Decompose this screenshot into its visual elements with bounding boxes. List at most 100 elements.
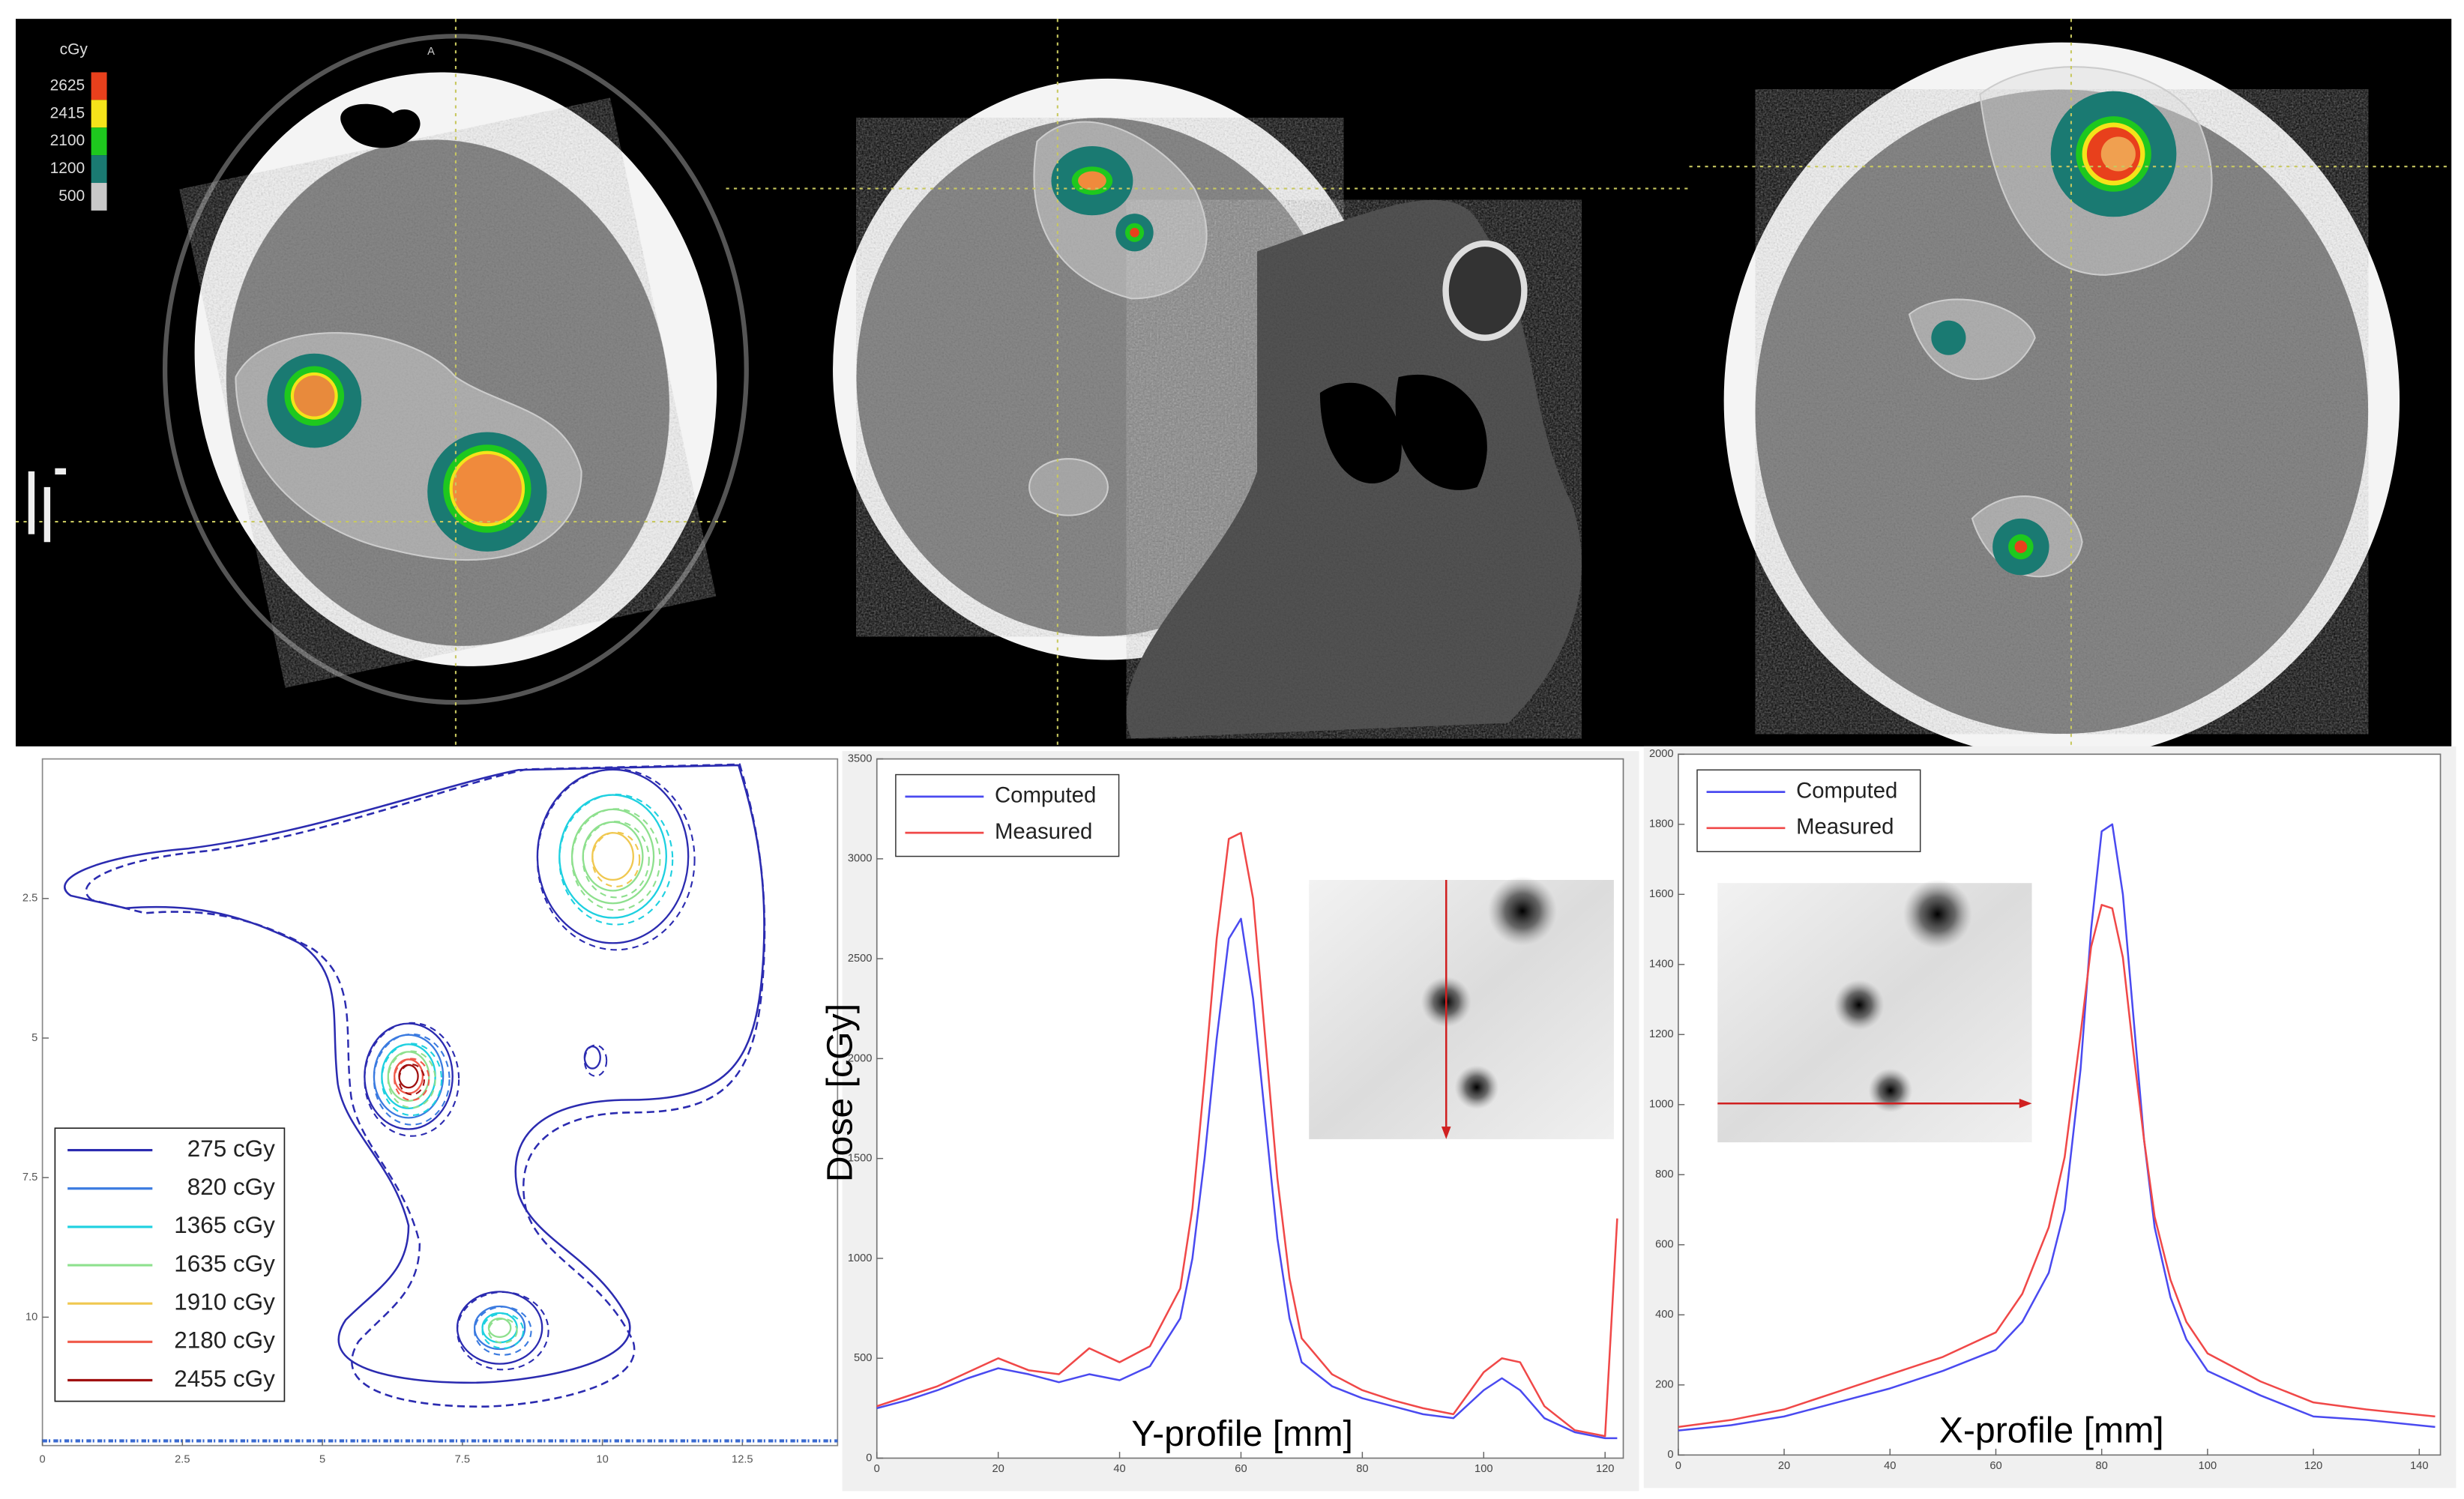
colorbar-label: 1200 (50, 160, 85, 177)
colorbar-label: 2625 (50, 76, 85, 94)
y-tick-label: 1500 (848, 1153, 873, 1165)
contour-line-measured (487, 1318, 518, 1344)
colorbar-segment (91, 100, 107, 128)
x-tick-label: 80 (2096, 1460, 2108, 1472)
x-tick-label: 60 (1235, 1463, 1247, 1475)
profile-line (1678, 823, 2436, 1432)
legend-label: 2455 cGy (174, 1366, 275, 1392)
profile-arrowhead (2019, 1098, 2032, 1109)
contour-line-measured (394, 1058, 430, 1101)
y-tick-label: 0 (1667, 1449, 1673, 1461)
x-profile-chart: 0 20 40 60 80 100 120 1400200400600800100012001… (1643, 746, 2457, 1489)
profile-line (876, 917, 1618, 1440)
contour-line-measured (582, 821, 650, 899)
legend-label: 1910 cGy (174, 1289, 275, 1315)
legend-label: 1365 cGy (174, 1212, 275, 1238)
ct-coronal (1689, 19, 2452, 759)
legend-label: Computed (1796, 778, 1897, 803)
contour-line-measured (456, 1291, 549, 1371)
colorbar-label: 2100 (50, 132, 85, 149)
y-axis-label: Dose [cGy] (819, 1004, 860, 1182)
x-tick-label: 0 (40, 1453, 46, 1465)
x-tick-label: 2.5 (175, 1453, 190, 1465)
colorbar-segment (91, 183, 107, 211)
y-tick-label: 2500 (848, 953, 873, 965)
colorbar-segment (91, 127, 107, 156)
contour-plot: 0 2.5 5 7.5 10 12.5 2.5 5 7.5 10 275 cGy 820 cGy 136… (22, 758, 839, 1465)
x-axis-label: Y-profile [mm] (1131, 1414, 1353, 1454)
y-tick-label: 600 (1655, 1239, 1673, 1251)
y-tick-label: 500 (854, 1352, 872, 1364)
contour-line (570, 808, 655, 905)
x-tick-label: 140 (2410, 1460, 2428, 1472)
contour-line-measured (373, 1033, 451, 1126)
y-tick-label: 2000 (848, 1052, 873, 1064)
y-tick-label: 7.5 (22, 1171, 37, 1183)
y-tick-label: 5 (31, 1032, 37, 1044)
y-tick-label: 10 (25, 1311, 37, 1323)
y-tick-label: 1400 (1649, 959, 1674, 971)
contour-line-measured (571, 808, 661, 911)
x-tick-label: 10 (596, 1453, 608, 1465)
y-profile-chart: 0 20 40 60 80 100 120 0 500 1000 1500 2000 2500 3000 3… (819, 751, 1639, 1492)
x-tick-label: 60 (1989, 1460, 2001, 1472)
x-tick-label: 20 (1778, 1460, 1790, 1472)
inset-spot (1454, 1065, 1499, 1110)
inset-spot (1487, 876, 1558, 946)
legend-label: Measured (1796, 815, 1894, 839)
y-tick-label: 0 (866, 1452, 872, 1464)
y-tick-label: 1200 (1649, 1028, 1674, 1040)
x-tick-label: 40 (1113, 1463, 1125, 1475)
x-tick-label: 120 (1596, 1463, 1614, 1475)
contour-line-measured (364, 1022, 460, 1137)
y-tick-label: 1000 (848, 1252, 873, 1264)
x-tick-label: 12.5 (732, 1453, 753, 1465)
contour-line-measured (591, 831, 641, 887)
profile-line (876, 831, 1618, 1438)
legend-label: 275 cGy (187, 1135, 275, 1162)
x-tick-label: 0 (1675, 1460, 1681, 1472)
ct-axial: A (15, 19, 749, 747)
x-tick-label: 120 (2304, 1460, 2322, 1472)
contour-line-measured (85, 763, 766, 1408)
legend-label: 2180 cGy (174, 1327, 275, 1354)
legend-box (895, 773, 1120, 857)
contour-line-measured (398, 1064, 426, 1096)
contour-line-measured (536, 768, 696, 951)
contour-line-measured (381, 1043, 443, 1117)
legend-box (1696, 769, 1921, 853)
y-tick-label: 2.5 (22, 893, 37, 905)
x-tick-label: 0 (874, 1463, 880, 1475)
inset-spot (1868, 1068, 1913, 1113)
y-tick-label: 1600 (1649, 888, 1674, 900)
y-tick-label: 2000 (1649, 748, 1674, 760)
y-tick-label: 3000 (848, 853, 873, 865)
legend-label: Computed (995, 783, 1096, 808)
y-tick-label: 3500 (848, 752, 873, 764)
contour-line (64, 764, 765, 1384)
contour-line-measured (481, 1312, 525, 1349)
x-tick-label: 40 (1884, 1460, 1896, 1472)
colorbar-title: cGy (60, 41, 88, 58)
contour-line-measured (558, 793, 674, 926)
x-tick-label: 20 (992, 1463, 1004, 1475)
colorbar-segment (91, 155, 107, 184)
contour-line (473, 1305, 526, 1351)
y-tick-label: 1000 (1649, 1099, 1674, 1111)
profile-line (1678, 904, 2436, 1429)
y-tick-label: 800 (1655, 1168, 1673, 1180)
contour-line (558, 794, 667, 919)
x-tick-label: 5 (319, 1453, 325, 1465)
legend-label: Measured (995, 819, 1092, 844)
y-tick-label: 200 (1655, 1379, 1673, 1391)
x-tick-label: 7.5 (455, 1453, 470, 1465)
profile-arrowhead (1441, 1126, 1451, 1139)
x-tick-label: 100 (1475, 1463, 1492, 1475)
colorbar-label: 500 (58, 187, 85, 205)
colorbar: cGy 2625 2415 2100 1200 500 (50, 41, 107, 211)
orientation-label: A (427, 46, 435, 58)
colorbar-segment (91, 72, 107, 100)
ct-sagittal (726, 19, 1690, 747)
